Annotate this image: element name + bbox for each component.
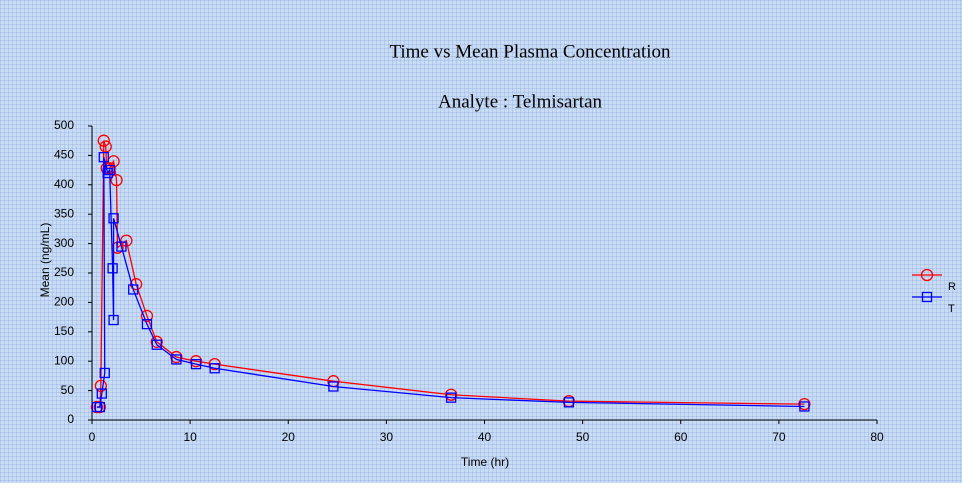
- series-line: [96, 157, 805, 408]
- data-point: [110, 173, 123, 187]
- data-point: [97, 134, 110, 147]
- data-point: [189, 355, 203, 368]
- legend-marker: [920, 268, 934, 282]
- y-tick-label: 350: [54, 206, 74, 220]
- data-point: [150, 335, 163, 348]
- data-point: [130, 278, 143, 291]
- data-point: [563, 397, 575, 408]
- data-point: [98, 152, 109, 163]
- x-tick-label: 50: [576, 430, 590, 444]
- x-tick-label: 80: [870, 430, 884, 444]
- data-point: [107, 263, 118, 274]
- data-point: [444, 388, 458, 401]
- data-point: [190, 358, 202, 370]
- data-point: [799, 401, 810, 412]
- data-point: [140, 309, 154, 323]
- data-point: [90, 400, 104, 414]
- y-tick-label: 500: [54, 118, 74, 132]
- data-point: [328, 381, 339, 392]
- y-tick-label: 150: [54, 324, 74, 338]
- y-axis-label: Mean (ng/mL): [38, 223, 52, 298]
- chart-title: Time vs Mean Plasma Concentration: [389, 41, 671, 62]
- data-point: [798, 397, 811, 411]
- data-point: [209, 363, 220, 374]
- chart-subtitle: Analyte : Telmisartan: [438, 91, 602, 112]
- data-point: [102, 167, 113, 179]
- data-point: [128, 284, 139, 295]
- legend-marker: [921, 291, 933, 303]
- x-tick-label: 30: [380, 430, 394, 444]
- series-line: [96, 140, 805, 408]
- data-point: [208, 357, 221, 371]
- data-point: [104, 164, 115, 176]
- y-tick-label: 200: [54, 295, 74, 309]
- data-point: [99, 367, 110, 379]
- data-point: [94, 379, 107, 393]
- legend-label: T: [948, 303, 955, 315]
- y-tick-label: 50: [61, 383, 75, 397]
- data-point: [108, 213, 119, 224]
- y-tick-label: 0: [67, 412, 74, 426]
- data-point: [445, 392, 457, 403]
- data-point: [108, 314, 119, 326]
- x-tick-label: 60: [674, 430, 688, 444]
- data-point: [96, 388, 107, 399]
- x-tick-label: 20: [282, 430, 296, 444]
- x-tick-label: 0: [89, 430, 96, 444]
- data-point: [93, 400, 106, 414]
- y-tick-label: 100: [54, 353, 74, 367]
- data-point: [170, 350, 183, 364]
- data-point: [141, 319, 153, 330]
- x-tick-label: 10: [183, 430, 197, 444]
- x-axis-label: Time (hr): [461, 455, 509, 469]
- data-point: [171, 354, 182, 365]
- y-tick-label: 300: [54, 236, 74, 250]
- y-tick-label: 250: [54, 265, 74, 279]
- y-tick-label: 450: [54, 148, 74, 162]
- legend-label: R: [948, 281, 956, 293]
- x-tick-label: 40: [478, 430, 492, 444]
- data-point: [116, 241, 127, 252]
- data-point: [94, 401, 105, 413]
- data-point: [151, 339, 162, 350]
- x-tick-label: 70: [772, 430, 786, 444]
- y-tick-label: 400: [54, 177, 74, 191]
